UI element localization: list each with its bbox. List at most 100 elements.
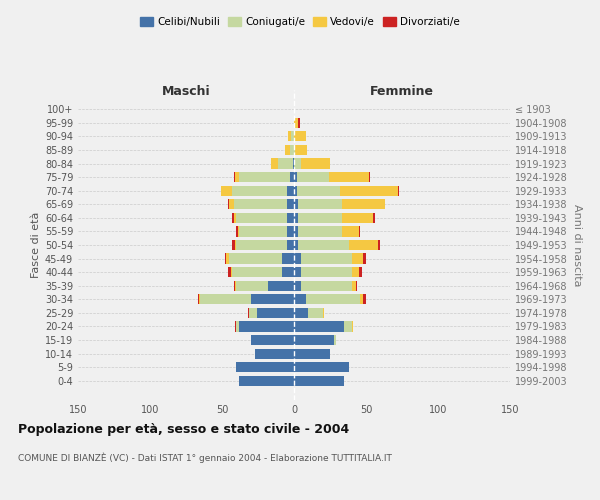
Bar — [298, 199, 341, 209]
Bar — [226, 254, 229, 264]
Text: COMUNE DI BIANZÈ (VC) - Dati ISTAT 1° gennaio 2004 - Elaborazione TUTTITALIA.IT: COMUNE DI BIANZÈ (VC) - Dati ISTAT 1° ge… — [18, 452, 392, 463]
Bar — [235, 172, 239, 182]
Bar — [294, 186, 297, 196]
Bar — [377, 240, 380, 250]
Bar — [341, 226, 359, 236]
Bar — [239, 172, 290, 182]
Bar — [257, 308, 294, 318]
Bar — [363, 254, 366, 264]
Bar — [251, 335, 294, 345]
Bar — [298, 240, 349, 250]
Text: Femmine: Femmine — [370, 86, 434, 98]
Bar — [360, 294, 363, 304]
Bar — [238, 226, 239, 236]
Bar — [352, 280, 356, 291]
Bar — [290, 172, 294, 182]
Bar — [349, 240, 377, 250]
Bar — [295, 145, 307, 155]
Bar — [197, 294, 199, 304]
Bar — [294, 118, 298, 128]
Bar — [232, 212, 233, 223]
Bar — [286, 145, 290, 155]
Bar — [235, 322, 236, 332]
Bar — [340, 186, 398, 196]
Bar — [239, 322, 294, 332]
Bar — [287, 199, 294, 209]
Bar — [373, 212, 374, 223]
Bar — [363, 294, 366, 304]
Bar — [301, 280, 352, 291]
Bar — [352, 254, 363, 264]
Bar — [301, 254, 352, 264]
Bar — [283, 267, 294, 278]
Bar — [230, 267, 232, 278]
Bar — [236, 280, 268, 291]
Bar — [233, 280, 235, 291]
Bar — [294, 158, 301, 168]
Bar — [239, 226, 287, 236]
Bar — [359, 267, 362, 278]
Bar — [233, 199, 287, 209]
Bar — [297, 172, 329, 182]
Bar — [294, 132, 305, 141]
Bar — [236, 212, 287, 223]
Bar — [225, 254, 226, 264]
Bar — [268, 280, 294, 291]
Bar — [251, 294, 294, 304]
Bar — [294, 267, 301, 278]
Bar — [294, 212, 298, 223]
Bar — [352, 267, 359, 278]
Bar — [236, 226, 238, 236]
Bar — [287, 212, 294, 223]
Bar — [235, 280, 236, 291]
Bar — [294, 280, 301, 291]
Bar — [228, 199, 229, 209]
Bar — [255, 348, 294, 358]
Bar — [398, 186, 399, 196]
Bar — [341, 212, 373, 223]
Bar — [352, 322, 353, 332]
Bar — [294, 254, 301, 264]
Bar — [271, 158, 278, 168]
Bar — [294, 145, 295, 155]
Bar — [248, 308, 250, 318]
Bar — [305, 294, 360, 304]
Bar — [232, 240, 235, 250]
Legend: Celibi/Nubili, Coniugati/e, Vedovi/e, Divorziati/e: Celibi/Nubili, Coniugati/e, Vedovi/e, Di… — [136, 12, 464, 32]
Bar — [308, 308, 323, 318]
Bar — [239, 376, 294, 386]
Bar — [228, 267, 230, 278]
Bar — [329, 172, 369, 182]
Bar — [323, 308, 324, 318]
Bar — [294, 172, 297, 182]
Bar — [294, 226, 298, 236]
Bar — [221, 186, 232, 196]
Bar — [236, 362, 294, 372]
Bar — [294, 335, 334, 345]
Bar — [297, 186, 340, 196]
Bar — [294, 240, 298, 250]
Bar — [344, 322, 352, 332]
Bar — [301, 158, 330, 168]
Bar — [359, 226, 360, 236]
Bar — [294, 348, 330, 358]
Bar — [301, 267, 352, 278]
Bar — [288, 132, 291, 141]
Bar — [233, 172, 235, 182]
Bar — [294, 376, 344, 386]
Bar — [283, 254, 294, 264]
Text: Maschi: Maschi — [161, 86, 211, 98]
Bar — [369, 172, 370, 182]
Bar — [294, 294, 305, 304]
Text: Popolazione per età, sesso e stato civile - 2004: Popolazione per età, sesso e stato civil… — [18, 422, 349, 436]
Bar — [229, 199, 233, 209]
Bar — [298, 212, 341, 223]
Y-axis label: Anni di nascita: Anni di nascita — [572, 204, 581, 286]
Bar — [298, 226, 341, 236]
Bar — [287, 186, 294, 196]
Bar — [278, 158, 293, 168]
Bar — [229, 254, 283, 264]
Bar — [294, 308, 308, 318]
Bar — [298, 118, 300, 128]
Bar — [341, 199, 385, 209]
